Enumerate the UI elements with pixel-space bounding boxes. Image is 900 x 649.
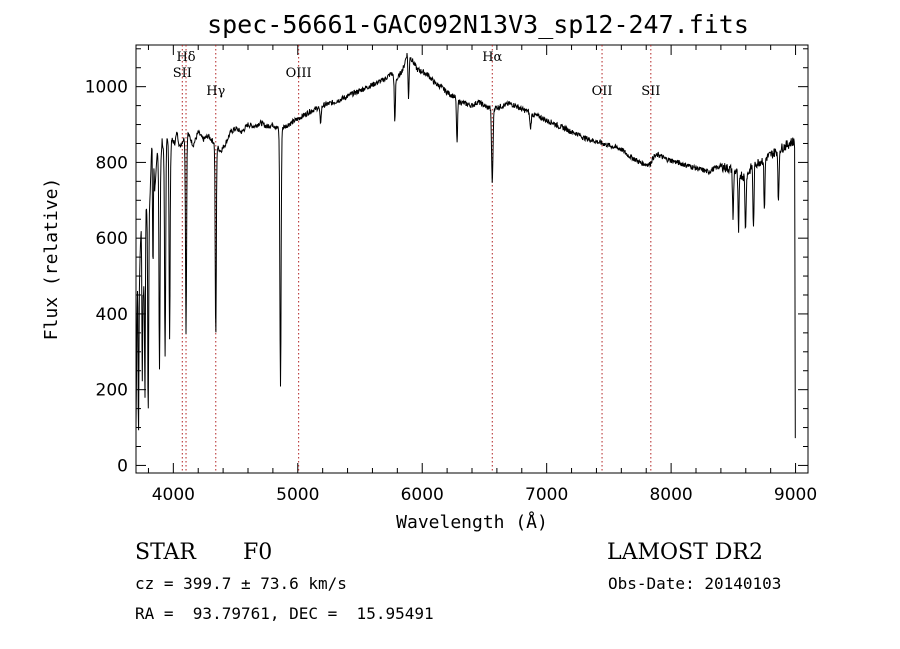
- y-tick-label: 600: [96, 229, 128, 249]
- chart-title: spec-56661-GAC092N13V3_sp12-247.fits: [207, 10, 749, 39]
- object-subclass: F0: [243, 540, 273, 565]
- spectral-line-label: OIII: [286, 66, 312, 81]
- axis-ticks: 4000 5000 6000 7000 8000 9000 0 200 400 600 800 100…: [85, 45, 817, 505]
- plot-frame: [135, 44, 809, 474]
- coordinates: RA = 93.79761, DEC = 15.95491: [135, 604, 434, 623]
- spectral-line-label: Hα: [482, 50, 502, 65]
- spectral-line-label: SII: [641, 84, 660, 99]
- x-axis-label: Wavelength (Å): [396, 511, 548, 533]
- x-tick-label: 7000: [525, 485, 568, 505]
- y-tick-label: 1000: [85, 78, 128, 98]
- object-class: STAR: [135, 540, 196, 565]
- spectral-line-label: Hδ: [176, 50, 195, 65]
- x-tick-label: 9000: [774, 485, 817, 505]
- observation-date: Obs-Date: 20140103: [608, 574, 782, 593]
- x-tick-label: 5000: [276, 485, 319, 505]
- y-axis-label: Flux (relative): [41, 178, 62, 341]
- spectrum-line: [135, 52, 796, 439]
- x-tick-label: 4000: [152, 485, 195, 505]
- y-tick-label: 400: [96, 305, 128, 325]
- y-tick-label: 200: [96, 381, 128, 401]
- x-tick-label: 6000: [401, 485, 444, 505]
- spectral-line-label: SII: [173, 66, 192, 81]
- y-tick-label: 0: [117, 456, 128, 476]
- survey-name: LAMOST DR2: [607, 540, 763, 565]
- spectral-line-label: Hγ: [206, 84, 225, 99]
- redshift-cz: cz = 399.7 ± 73.6 km/s: [135, 574, 347, 593]
- x-tick-label: 8000: [649, 485, 692, 505]
- spectral-line-label: OII: [592, 84, 613, 99]
- y-tick-label: 800: [96, 153, 128, 173]
